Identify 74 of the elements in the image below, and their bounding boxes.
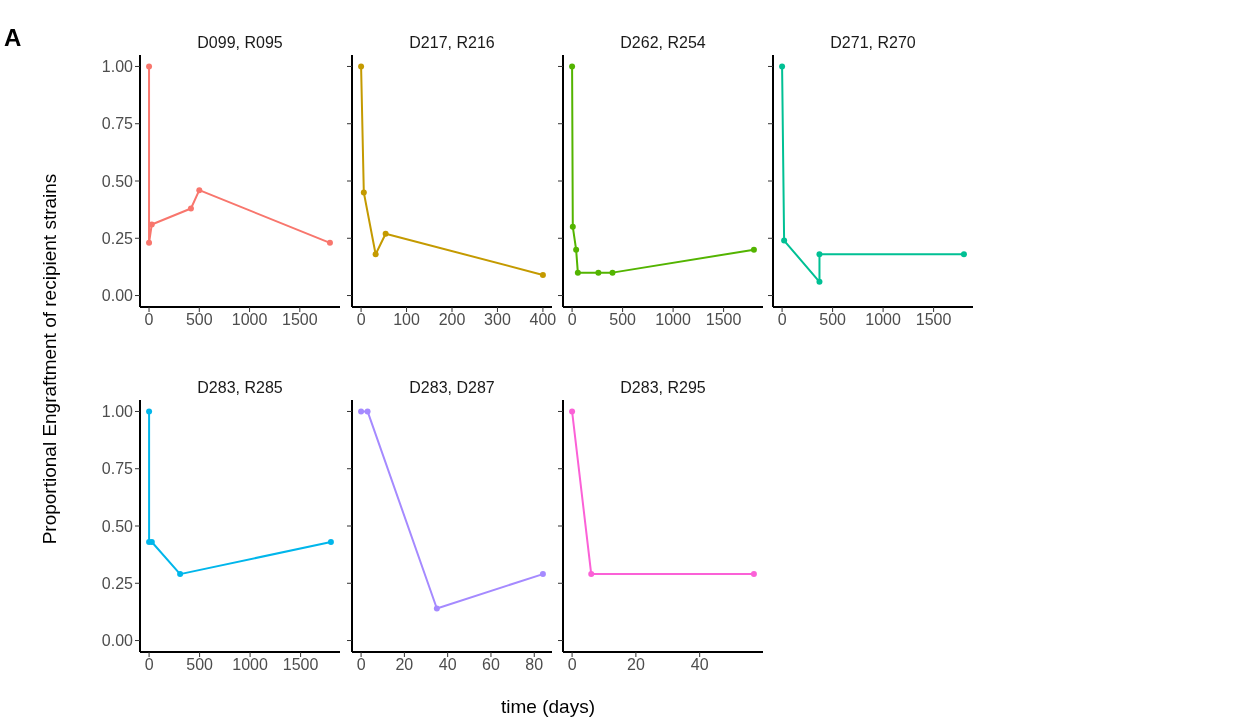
point: [595, 269, 602, 276]
chart-title: D283, R285: [196, 378, 284, 398]
x-tick-label: 1000: [232, 656, 268, 674]
x-tick-label: 1500: [282, 311, 318, 329]
x-tick-label: 500: [819, 311, 847, 329]
point: [781, 237, 788, 244]
x-tick-label: 60: [482, 656, 500, 674]
point: [569, 63, 576, 70]
point: [146, 239, 153, 246]
x-tick-label: 0: [144, 311, 154, 329]
x-tick-label: 0: [567, 656, 577, 674]
y-tick-label: 0.75: [101, 460, 134, 478]
point: [196, 187, 203, 194]
point: [779, 63, 786, 70]
x-tick-label: 500: [186, 656, 214, 674]
chart-title: D283, R295: [619, 378, 707, 398]
x-tick-label: 500: [609, 311, 637, 329]
y-tick-label: 0.50: [101, 172, 134, 190]
y-tick-label: 0.50: [101, 517, 134, 535]
point: [360, 189, 367, 196]
point: [146, 408, 153, 415]
x-tick-label: 40: [690, 656, 709, 674]
point: [187, 205, 194, 212]
y-tick-label: 0.00: [101, 287, 134, 305]
x-tick-label: 0: [356, 311, 366, 329]
chart-title: D217, R216: [408, 33, 496, 53]
point: [609, 269, 616, 276]
point: [372, 251, 379, 258]
point: [358, 63, 365, 70]
x-tick-label: 1000: [865, 311, 901, 329]
x-tick-label: 200: [438, 311, 466, 329]
x-tick-label: 0: [356, 656, 366, 674]
point: [750, 246, 757, 253]
point: [960, 251, 967, 258]
chart-title: D271, R270: [829, 33, 917, 53]
y-tick-label: 0.00: [101, 632, 134, 650]
y-axis-title: Proportional Engraftment of recipient strains: [39, 172, 61, 547]
x-tick-label: 100: [393, 311, 420, 329]
text: A: [4, 24, 22, 52]
point: [574, 269, 581, 276]
x-axis-title: time (days): [500, 696, 596, 718]
chart-title: D099, R095: [196, 33, 284, 53]
y-tick-label: 1.00: [101, 403, 134, 421]
x-tick-label: 1500: [705, 311, 742, 329]
point: [327, 539, 334, 546]
y-tick-label: 0.25: [101, 229, 134, 247]
point: [816, 278, 823, 285]
x-tick-label: 80: [525, 656, 544, 674]
y-tick-label: 0.75: [101, 115, 134, 133]
point: [382, 230, 389, 237]
x-tick-label: 0: [777, 311, 787, 329]
point: [177, 571, 184, 578]
x-tick-label: 20: [626, 656, 645, 674]
point: [816, 251, 823, 258]
chart-title: D262, R254: [619, 33, 707, 53]
point: [573, 246, 580, 253]
point: [326, 239, 333, 246]
x-tick-label: 0: [567, 311, 577, 329]
x-tick-label: 0: [144, 656, 154, 674]
point: [569, 223, 576, 230]
x-tick-label: 1500: [915, 311, 952, 329]
chart-title: D283, D287: [408, 378, 496, 398]
point: [146, 63, 153, 70]
x-tick-label: 1500: [282, 656, 319, 674]
y-tick-label: 1.00: [101, 58, 134, 76]
y-tick-label: 0.25: [101, 574, 134, 592]
x-tick-label: 400: [529, 311, 557, 329]
x-tick-label: 20: [395, 656, 414, 674]
x-tick-label: 500: [185, 311, 213, 329]
x-tick-label: 300: [484, 311, 511, 329]
x-tick-label: 1000: [231, 311, 268, 329]
x-tick-label: 1000: [655, 311, 691, 329]
x-tick-label: 40: [438, 656, 457, 674]
point: [539, 271, 546, 278]
